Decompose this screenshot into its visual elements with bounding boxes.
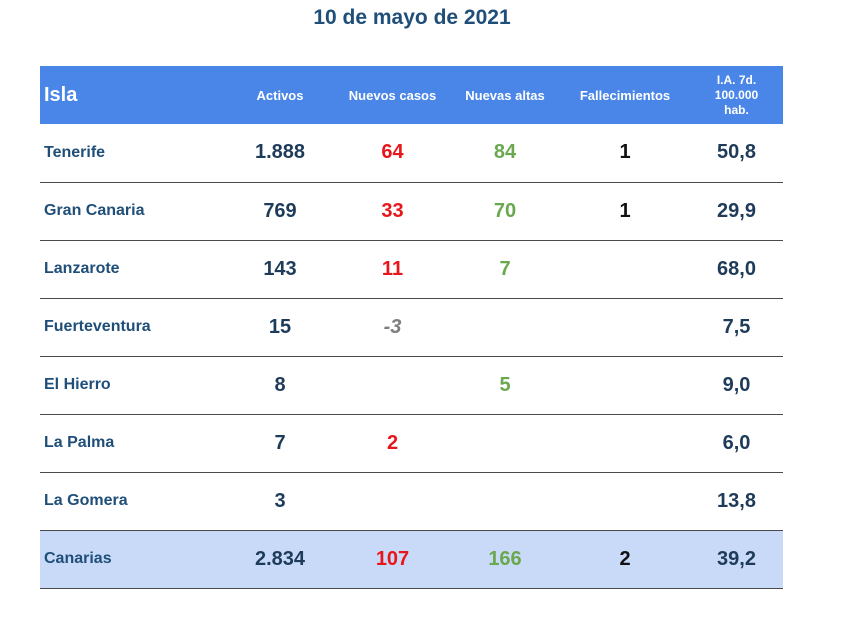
cell-nuevas-altas: 70 (493, 199, 517, 222)
header-ia: I.A. 7d. 100.000 hab. (690, 66, 783, 124)
cell-ia: 68,0 (717, 257, 756, 280)
cell-fallecimientos: 1 (619, 199, 631, 222)
table-row: La Palma 7 2 6,0 (40, 414, 783, 472)
cell-activos: 3 (274, 489, 286, 512)
cell-activos: 2.834 (254, 547, 306, 570)
table-row: Fuerteventura 15 -3 7,5 (40, 298, 783, 356)
table-row: El Hierro 8 5 9,0 (40, 356, 783, 414)
header-nuevas-altas: Nuevas altas (465, 87, 545, 103)
cell-nuevos-casos: 33 (381, 199, 404, 222)
cell-isla: Gran Canaria (44, 202, 145, 219)
cell-nuevas-altas: 7 (499, 257, 511, 280)
header-ia-line1: I.A. 7d. (716, 72, 757, 87)
cell-nuevos-casos (335, 356, 450, 414)
cell-activos: 769 (263, 199, 297, 222)
cell-activos: 1.888 (254, 141, 306, 164)
cell-isla: El Hierro (44, 376, 111, 393)
cell-nuevas-altas (450, 298, 560, 356)
cell-isla: La Gomera (44, 492, 128, 509)
cell-nuevas-altas: 166 (488, 547, 522, 570)
cell-activos: 143 (263, 257, 297, 280)
cell-fallecimientos (560, 356, 690, 414)
cell-nuevas-altas (450, 472, 560, 530)
cell-nuevos-casos: 64 (381, 141, 404, 164)
cell-isla: Fuerteventura (44, 318, 151, 335)
cell-nuevos-casos (335, 472, 450, 530)
cell-ia: 13,8 (717, 489, 756, 512)
cell-fallecimientos: 1 (619, 141, 631, 164)
total-row: Canarias 2.834 107 166 2 39,2 (40, 530, 783, 588)
header-nuevos-casos: Nuevos casos (348, 87, 437, 103)
cell-activos: 7 (274, 431, 286, 454)
header-ia-line3: hab. (724, 102, 749, 117)
cell-nuevos-casos: -3 (383, 315, 402, 338)
table-row: Tenerife 1.888 64 84 1 50,8 (40, 124, 783, 182)
cell-ia: 50,8 (717, 141, 756, 164)
cell-nuevos-casos: 2 (386, 431, 399, 454)
cell-nuevos-casos: 11 (381, 257, 404, 280)
cell-ia: 39,2 (717, 547, 756, 570)
cell-fallecimientos (560, 414, 690, 472)
cell-nuevas-altas: 84 (493, 141, 517, 164)
cell-fallecimientos (560, 298, 690, 356)
header-fallecimientos: Fallecimientos (579, 87, 671, 103)
cell-fallecimientos (560, 240, 690, 298)
cell-ia: 29,9 (717, 199, 756, 222)
cell-activos: 15 (268, 315, 292, 338)
header-row: Isla Activos Nuevos casos Nuevas altas F… (40, 66, 783, 124)
cell-isla: La Palma (44, 434, 115, 451)
cell-ia: 7,5 (722, 315, 751, 338)
cell-isla: Lanzarote (44, 260, 120, 277)
cell-fallecimientos: 2 (619, 547, 631, 570)
table-row: Lanzarote 143 11 7 68,0 (40, 240, 783, 298)
cell-activos: 8 (274, 373, 286, 396)
cell-nuevas-altas: 5 (499, 373, 511, 396)
cell-ia: 9,0 (722, 373, 751, 396)
covid-table: Isla Activos Nuevos casos Nuevas altas F… (40, 66, 783, 589)
header-activos: Activos (256, 87, 304, 103)
header-ia-line2: 100.000 (714, 87, 759, 102)
cell-nuevas-altas (450, 414, 560, 472)
table-row: La Gomera 3 13,8 (40, 472, 783, 530)
cell-fallecimientos (560, 472, 690, 530)
table-row: Gran Canaria 769 33 70 1 29,9 (40, 182, 783, 240)
cell-ia: 6,0 (722, 431, 751, 454)
cell-isla: Tenerife (44, 143, 106, 161)
cell-nuevos-casos: 107 (375, 547, 410, 570)
header-isla: Isla (44, 83, 78, 106)
cell-isla: Canarias (44, 550, 112, 567)
page-title: 10 de mayo de 2021 (313, 6, 511, 29)
